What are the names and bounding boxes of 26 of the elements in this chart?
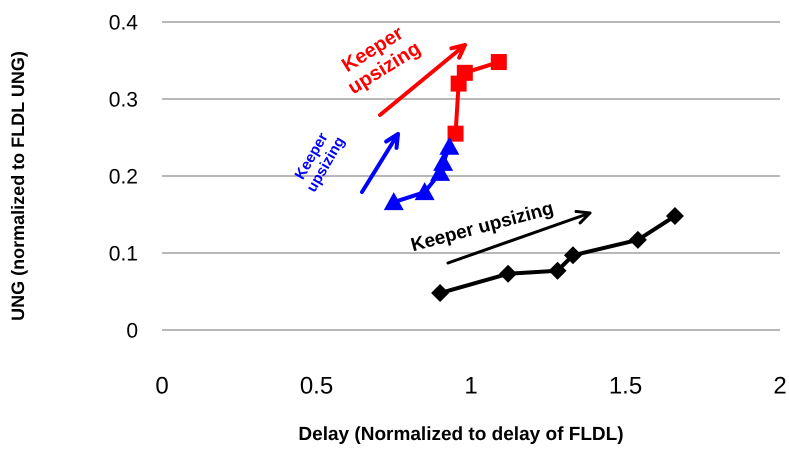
y-tick-label: 0.3: [108, 88, 138, 112]
x-tick-label: 1.5: [608, 372, 642, 400]
y-tick-label: 0.2: [108, 165, 138, 188]
point: [666, 207, 684, 226]
x-tick-label: 1: [464, 372, 478, 400]
point: [628, 230, 647, 249]
point: [433, 152, 454, 171]
y-tick-label: 0.4: [108, 11, 138, 34]
point: [384, 192, 404, 210]
point: [548, 262, 567, 280]
point: [564, 246, 582, 264]
point: [439, 136, 460, 155]
x-axis-title: Delay (Normalized to delay of FLDL): [298, 424, 624, 445]
point: [490, 54, 507, 70]
y-tick-label: 0.1: [108, 242, 138, 266]
point: [448, 126, 464, 142]
x-tick-label: 0.5: [300, 372, 334, 400]
y-axis-title: UNG (normalized to FLDL UNG): [8, 51, 28, 321]
point: [414, 182, 435, 200]
x-tick-label: 2: [773, 372, 787, 400]
x-tick-label: 0: [155, 372, 169, 400]
point: [431, 284, 450, 302]
point: [456, 64, 473, 81]
y-tick-label: 0: [126, 319, 138, 342]
annotation: Keeper upsizing: [408, 198, 556, 256]
point: [499, 264, 518, 283]
